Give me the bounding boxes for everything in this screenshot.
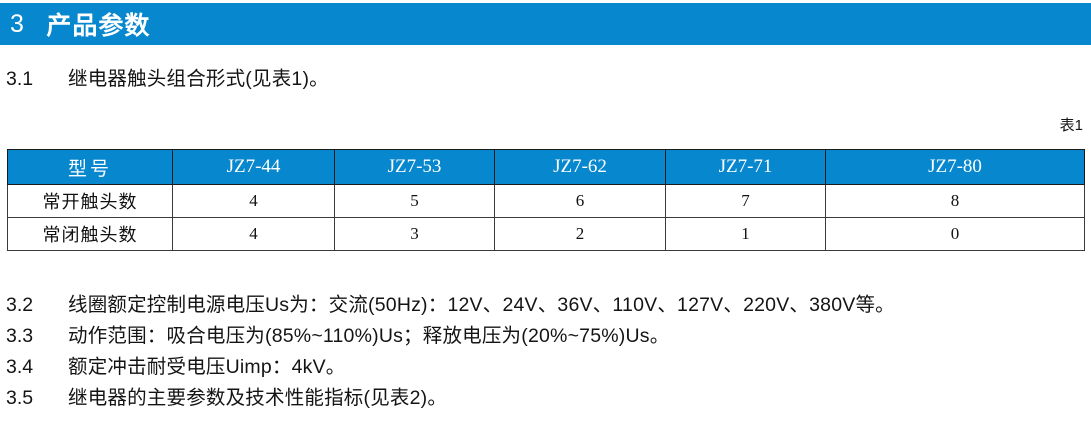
cell-no-jz7-53: 5 [334,184,495,218]
paragraph-3-5-number: 3.5 [6,387,34,409]
paragraph-3-3: 3.3 动作范围：吸合电压为(85%~110%)Us；释放电压为(20%~75%… [6,325,670,347]
row-label-normally-open: 常开触头数 [7,184,173,218]
paragraph-3-1-text: 继电器触头组合形式(见表1)。 [68,68,329,90]
cell-nc-jz7-71: 1 [665,217,826,251]
paragraph-3-3-number: 3.3 [6,325,34,347]
cell-nc-jz7-80: 0 [825,217,1085,251]
table-row: 常开触头数 4 5 6 7 8 [7,184,1085,218]
paragraph-3-4: 3.4 额定冲击耐受电压Uimp：4kV。 [6,356,346,378]
table-header-jz7-80: JZ7-80 [825,149,1085,185]
paragraph-3-5-text: 继电器的主要参数及技术性能指标(见表2)。 [68,387,448,409]
paragraph-3-2-text: 线圈额定控制电源电压Us为：交流(50Hz)：12V、24V、36V、110V、… [68,294,895,316]
table-caption: 表1 [1059,117,1083,134]
paragraph-3-3-text: 动作范围：吸合电压为(85%~110%)Us；释放电压为(20%~75%)Us。 [68,325,670,347]
cell-no-jz7-71: 7 [665,184,826,218]
table-header-jz7-62: JZ7-62 [494,149,666,185]
paragraph-3-2: 3.2 线圈额定控制电源电压Us为：交流(50Hz)：12V、24V、36V、1… [6,294,895,316]
cell-nc-jz7-62: 2 [494,217,666,251]
table-header-jz7-44: JZ7-44 [172,149,335,185]
table-row: 常闭触头数 4 3 2 1 0 [7,217,1085,251]
cell-no-jz7-80: 8 [825,184,1085,218]
paragraph-3-4-number: 3.4 [6,356,34,378]
section-number: 3 [10,9,25,38]
contact-combination-table: 型号 JZ7-44 JZ7-53 JZ7-62 JZ7-71 JZ7-80 常开… [7,149,1085,251]
row-label-normally-closed: 常闭触头数 [7,217,173,251]
paragraph-3-1: 3.1 继电器触头组合形式(见表1)。 [6,68,329,90]
cell-nc-jz7-44: 4 [172,217,335,251]
cell-nc-jz7-53: 3 [334,217,495,251]
table-header-jz7-71: JZ7-71 [665,149,826,185]
paragraph-3-4-text: 额定冲击耐受电压Uimp：4kV。 [68,356,346,378]
paragraph-3-2-number: 3.2 [6,294,34,316]
table-header-jz7-53: JZ7-53 [334,149,495,185]
paragraph-3-5: 3.5 继电器的主要参数及技术性能指标(见表2)。 [6,387,448,409]
section-title: 产品参数 [46,12,151,40]
cell-no-jz7-62: 6 [494,184,666,218]
section-header-bar: 3 产品参数 [0,3,1091,45]
cell-no-jz7-44: 4 [172,184,335,218]
table-header-model: 型号 [7,149,173,185]
table-header-row: 型号 JZ7-44 JZ7-53 JZ7-62 JZ7-71 JZ7-80 [7,149,1085,185]
paragraph-3-1-number: 3.1 [6,68,34,90]
